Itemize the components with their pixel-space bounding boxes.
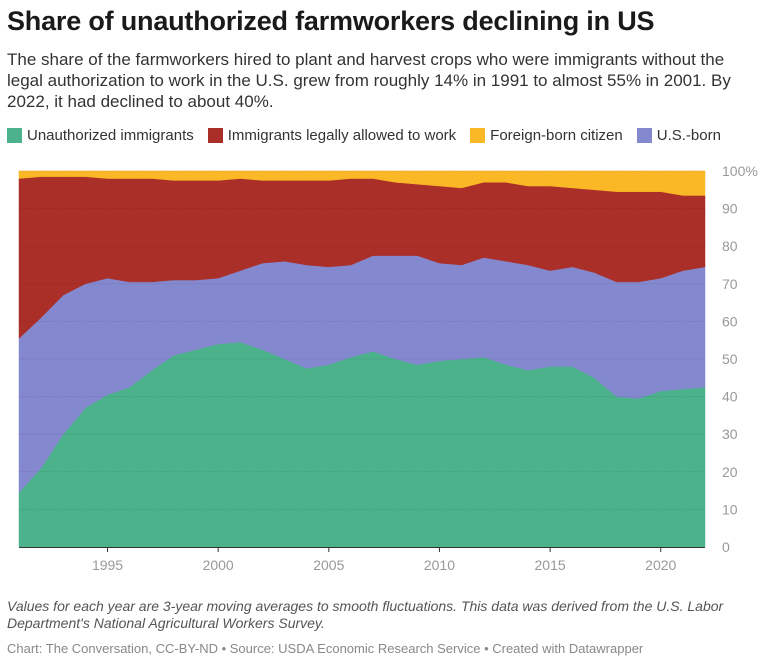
x-tick-label: 2005 (313, 557, 344, 573)
area-foreign-born-citizen (18, 170, 706, 196)
legend-label: Immigrants legally allowed to work (227, 127, 457, 144)
y-tick-label: 70 (722, 276, 738, 292)
legend-item-us-born: U.S.-born (636, 127, 721, 144)
x-tick-label: 2000 (203, 557, 234, 573)
legend-swatch (636, 128, 652, 143)
x-tick-label: 1995 (92, 557, 123, 573)
legend-item-foreign-born-citizen: Foreign-born citizen (470, 127, 623, 144)
y-tick-label: 60 (722, 313, 738, 329)
chart-credit: Chart: The Conversation, CC-BY-ND • Sour… (7, 641, 644, 656)
legend: Unauthorized immigrants Immigrants legal… (7, 127, 735, 144)
y-tick-label: 30 (722, 426, 738, 442)
y-tick-label: 100% (722, 163, 758, 179)
legend-label: Unauthorized immigrants (27, 127, 194, 144)
y-tick-label: 80 (722, 238, 738, 254)
legend-item-unauthorized: Unauthorized immigrants (7, 127, 194, 144)
y-tick-label: 10 (722, 501, 738, 517)
legend-label: Foreign-born citizen (490, 127, 623, 144)
legend-swatch (207, 128, 223, 143)
y-tick-label: 20 (722, 464, 738, 480)
y-tick-label: 90 (722, 201, 738, 217)
chart-note: Values for each year are 3-year moving a… (7, 598, 724, 631)
y-tick-label: 40 (722, 389, 738, 405)
x-tick-label: 2010 (424, 557, 455, 573)
legend-swatch (470, 128, 486, 143)
legend-label: U.S.-born (656, 127, 721, 144)
y-tick-label: 50 (722, 351, 738, 367)
chart-title: Share of unauthorized farmworkers declin… (7, 6, 655, 36)
x-tick-label: 2020 (645, 557, 676, 573)
y-tick-label: 0 (722, 539, 730, 555)
x-tick-label: 2015 (535, 557, 566, 573)
stacked-area-chart: 0 10 20 30 40 50 60 70 80 90 100% 1995 2000 2005 2010 2… (18, 163, 758, 573)
legend-swatch (7, 128, 22, 143)
chart-subtitle: The share of the farmworkers hired to pl… (7, 50, 731, 111)
legend-item-legal-immigrants: Immigrants legally allowed to work (207, 127, 457, 144)
